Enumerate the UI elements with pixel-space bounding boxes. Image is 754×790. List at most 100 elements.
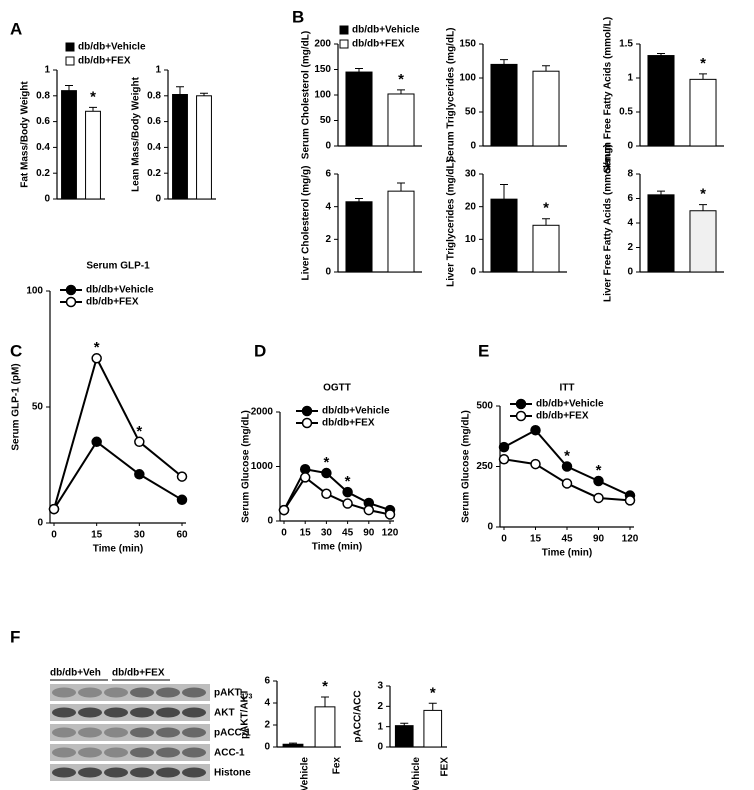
panel-label: E <box>478 341 489 360</box>
y-axis-label: Liver Triglycerides (mg/dL) <box>446 159 457 287</box>
blot-band <box>130 727 154 738</box>
bar <box>423 709 443 748</box>
bar <box>490 198 518 273</box>
legend-label: db/db+Vehicle <box>78 42 146 53</box>
bar <box>532 70 560 147</box>
x-tick-label: 30 <box>134 530 146 541</box>
y-tick-label: 0.8 <box>36 90 50 101</box>
blot-band <box>130 687 154 698</box>
y-tick-label: 8 <box>627 169 633 180</box>
y-axis-label: pAKT/AKT <box>240 689 251 739</box>
significance-star: * <box>700 186 706 203</box>
panel-label: C <box>10 341 22 360</box>
y-tick-label: 50 <box>32 402 44 413</box>
blot-band <box>78 747 102 758</box>
legend-marker <box>301 405 313 417</box>
x-tick-label: Vehicle <box>411 757 422 790</box>
y-tick-label: 1 <box>44 65 50 76</box>
error-bar <box>542 218 550 226</box>
bar <box>172 94 188 200</box>
bar <box>647 194 675 273</box>
y-tick-label: 100 <box>26 286 43 297</box>
error-bar <box>500 183 508 200</box>
x-tick-label: FEX <box>439 757 450 777</box>
marker <box>561 461 573 472</box>
y-tick-label: 0 <box>325 267 331 278</box>
y-tick-label: 0.8 <box>147 90 161 101</box>
marker <box>342 486 353 498</box>
error-bar <box>428 702 437 711</box>
significance-star: * <box>596 462 602 479</box>
blot-band <box>156 747 180 758</box>
blot-band <box>182 767 206 778</box>
blot-band <box>52 747 76 758</box>
bar <box>314 706 336 748</box>
marker <box>530 424 541 436</box>
blot-band <box>156 767 180 778</box>
marker <box>498 441 510 453</box>
error-bar <box>289 742 297 745</box>
y-tick-label: 150 <box>459 39 476 50</box>
significance-star: * <box>430 684 436 701</box>
bar <box>394 725 414 748</box>
bar <box>532 224 560 273</box>
legend-marker <box>65 284 77 296</box>
y-tick-label: 0 <box>37 518 43 529</box>
y-tick-label: 2000 <box>251 407 274 418</box>
y-tick-label: 6 <box>325 169 331 180</box>
y-tick-label: 0.5 <box>619 107 633 118</box>
x-tick-label: 0 <box>281 528 287 539</box>
y-tick-label: 0.4 <box>147 142 161 153</box>
x-tick-label: 0 <box>501 534 507 545</box>
x-tick-label: 90 <box>363 528 375 539</box>
marker <box>321 488 332 499</box>
blot-band <box>52 727 76 738</box>
y-tick-label: 2 <box>627 242 633 253</box>
marker <box>91 436 102 448</box>
y-tick-label: 0 <box>264 742 270 753</box>
blot-label: pACC-1 <box>214 727 251 738</box>
blot-band <box>156 707 180 718</box>
blot-band <box>104 747 128 758</box>
y-tick-label: 500 <box>476 401 493 412</box>
y-axis-label: Serum Cholesterol (mg/dL) <box>301 31 312 159</box>
series-line <box>53 440 183 510</box>
blot-band <box>182 727 206 738</box>
y-tick-label: 0.2 <box>147 168 161 179</box>
y-tick-label: 250 <box>476 461 493 472</box>
blot-label-text: ACC-1 <box>214 747 245 758</box>
significance-star: * <box>345 473 351 490</box>
bar <box>282 743 304 748</box>
marker <box>134 469 145 480</box>
blot-band <box>52 767 76 778</box>
marker <box>530 458 541 470</box>
marker <box>498 453 510 465</box>
blot-band <box>130 707 154 718</box>
error-bar <box>500 59 508 65</box>
y-tick-label: 0 <box>470 267 476 278</box>
y-tick-label: 0.2 <box>36 168 50 179</box>
series-line <box>283 468 391 512</box>
y-axis-label: Liver Free Fatty Acids (mmol/mg) <box>603 144 614 302</box>
y-tick-label: 100 <box>314 90 331 101</box>
marker <box>91 353 102 364</box>
blot-label-text: pACC-1 <box>214 727 251 738</box>
panel-label: D <box>254 341 266 360</box>
blot-label: Histone <box>214 767 251 778</box>
error-bar <box>200 92 208 96</box>
y-tick-label: 2 <box>325 234 331 245</box>
x-tick-label: 15 <box>300 528 312 539</box>
x-axis-label: Time (min) <box>542 548 592 559</box>
blot-group-label: db/db+FEX <box>112 668 165 679</box>
bar <box>689 78 717 147</box>
error-bar <box>699 204 707 211</box>
error-bar <box>542 65 550 72</box>
bar <box>387 190 415 273</box>
y-axis-label: Serum Free Fatty Acids (mmol/L) <box>603 17 614 173</box>
x-tick-label: 60 <box>176 530 188 541</box>
significance-star: * <box>323 454 329 471</box>
error-bar <box>65 84 73 91</box>
y-tick-label: 1000 <box>251 461 274 472</box>
chart-title: Serum GLP-1 <box>86 261 150 272</box>
y-tick-label: 0 <box>44 194 50 205</box>
